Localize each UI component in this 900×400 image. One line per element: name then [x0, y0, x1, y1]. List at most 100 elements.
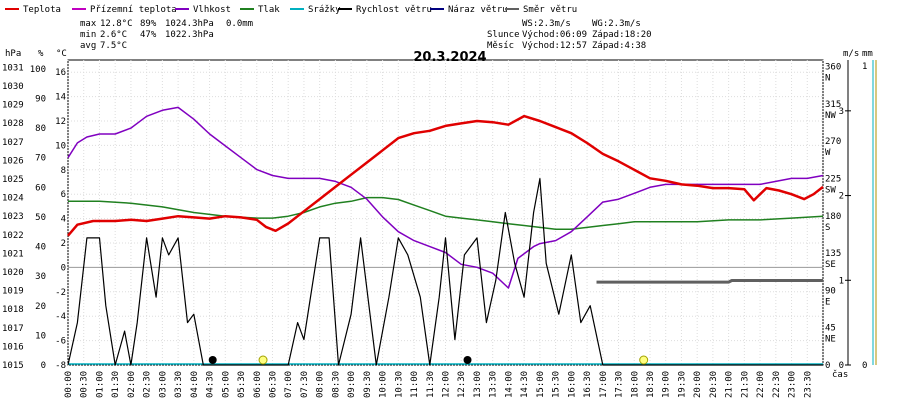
- pressure-tick: 1020: [2, 268, 24, 278]
- chart-series: [67, 106, 824, 366]
- temperature-tick: 16: [55, 68, 66, 78]
- direction-name: SE: [825, 260, 836, 270]
- humidity-tick: 100: [30, 65, 46, 75]
- stat-temp: 12.8°C: [100, 19, 133, 29]
- direction-name: N: [825, 74, 830, 84]
- chart-title: 20.3.2024: [413, 50, 486, 65]
- time-tick: 04:30: [206, 371, 216, 398]
- sun-marker: [258, 355, 268, 365]
- pressure-tick: 1024: [2, 194, 24, 204]
- chart-grid: [67, 59, 824, 366]
- temperature-tick: -6: [55, 337, 66, 347]
- stat-rain: 0.0mm: [226, 19, 253, 29]
- pressure-tick: 1016: [2, 342, 24, 352]
- direction-tick: 45: [825, 324, 836, 334]
- stat-humidity: 47%: [140, 30, 157, 40]
- time-tick: 00:30: [80, 371, 90, 398]
- time-tick: 17:30: [615, 371, 625, 398]
- pressure-tick: 1026: [2, 156, 24, 166]
- pressure-line: [68, 196, 824, 230]
- humidity-unit: %: [38, 49, 44, 59]
- direction-tick: 180: [825, 212, 841, 222]
- time-tick: 13:00: [473, 371, 483, 398]
- time-tick: 19:00: [662, 371, 672, 398]
- temperature-tick: 4: [61, 215, 66, 225]
- direction-name: NE: [825, 335, 836, 345]
- time-tick: 07:30: [300, 371, 310, 398]
- pressure-tick: 1027: [2, 138, 24, 148]
- direction-name: NW: [825, 111, 836, 121]
- pressure-tick: 1030: [2, 82, 24, 92]
- direction-name: S: [825, 223, 830, 233]
- time-tick: 11:00: [410, 371, 420, 398]
- rain-tick: 0: [862, 361, 867, 371]
- humidity-tick: 30: [35, 272, 46, 282]
- time-tick: 03:30: [174, 371, 184, 398]
- wind-gust-info: WG:2.3m/s: [592, 19, 641, 29]
- time-tick: 21:00: [725, 371, 735, 398]
- legend-label: Srážky: [308, 5, 341, 15]
- time-tick: 12:00: [442, 371, 452, 398]
- moonrise-info: Východ:12:57: [522, 41, 587, 51]
- direction-name: SW: [825, 186, 836, 196]
- humidity-tick: 80: [35, 124, 46, 134]
- time-tick: 09:00: [347, 371, 357, 398]
- pressure-tick: 1025: [2, 175, 24, 185]
- time-tick: 22:00: [756, 371, 766, 398]
- time-unit: čas: [832, 369, 848, 380]
- temperature-tick: 10: [55, 141, 66, 151]
- moonset-info: Západ:4:38: [592, 41, 646, 51]
- time-tick: 19:30: [677, 371, 687, 398]
- time-tick: 23:00: [788, 371, 798, 398]
- stat-pressure: 1024.3hPa: [165, 19, 214, 29]
- time-tick: 15:30: [552, 371, 562, 398]
- time-tick: 17:00: [599, 371, 609, 398]
- time-tick: 10:30: [394, 371, 404, 398]
- pressure-tick: 1018: [2, 305, 24, 315]
- time-tick: 15:00: [536, 371, 546, 398]
- chart-legend: Teplota Přízemní teplota Vlhkost Tlak Srážky…: [5, 5, 577, 15]
- legend-label: Rychlost větru: [356, 5, 432, 15]
- chart-axes: hPa% °C1015101610171018101910201021102210…: [2, 49, 877, 380]
- time-tick: 01:00: [95, 371, 105, 398]
- humidity-tick: 40: [35, 243, 46, 253]
- wind-tick: 3: [839, 107, 844, 117]
- time-tick: 16:30: [583, 371, 593, 398]
- time-tick: 05:00: [221, 371, 231, 398]
- time-tick: 22:30: [772, 371, 782, 398]
- sun-label: Slunce: [487, 30, 520, 40]
- humidity-tick: 90: [35, 94, 46, 104]
- legend-label: Vlhkost: [193, 5, 231, 15]
- temperature-tick: -4: [55, 312, 66, 322]
- moon-label: Měsíc: [487, 41, 514, 51]
- temperature-tick: 12: [55, 117, 66, 127]
- legend-label: Směr větru: [523, 5, 577, 15]
- humidity-tick: 0: [41, 361, 46, 371]
- time-tick: 05:30: [237, 371, 247, 398]
- wind-direction-line: [596, 279, 823, 284]
- humidity-tick: 10: [35, 331, 46, 341]
- humidity-tick: 60: [35, 183, 46, 193]
- time-tick: 11:30: [426, 371, 436, 398]
- time-tick: 14:00: [504, 371, 514, 398]
- time-tick: 06:30: [268, 371, 278, 398]
- pressure-unit: hPa: [5, 49, 21, 59]
- time-tick: 18:30: [646, 371, 656, 398]
- pressure-tick: 1029: [2, 101, 24, 111]
- time-tick: 04:00: [190, 371, 200, 398]
- wind-speed-line: [67, 178, 823, 366]
- temperature-tick: 0: [61, 263, 66, 273]
- sunrise-info: Východ:06:09: [522, 30, 587, 40]
- pressure-tick: 1023: [2, 212, 24, 222]
- direction-tick: 315: [825, 100, 841, 110]
- stat-label: avg: [80, 41, 96, 51]
- time-tick: 23:30: [803, 371, 813, 398]
- direction-tick: 225: [825, 175, 841, 185]
- rain-unit: mm: [862, 49, 873, 59]
- temperature-tick: -2: [55, 288, 66, 298]
- stat-temp: 2.6°C: [100, 30, 127, 40]
- temperature-tick: 6: [61, 190, 66, 200]
- stat-label: min: [80, 30, 96, 40]
- humidity-tick: 20: [35, 302, 46, 312]
